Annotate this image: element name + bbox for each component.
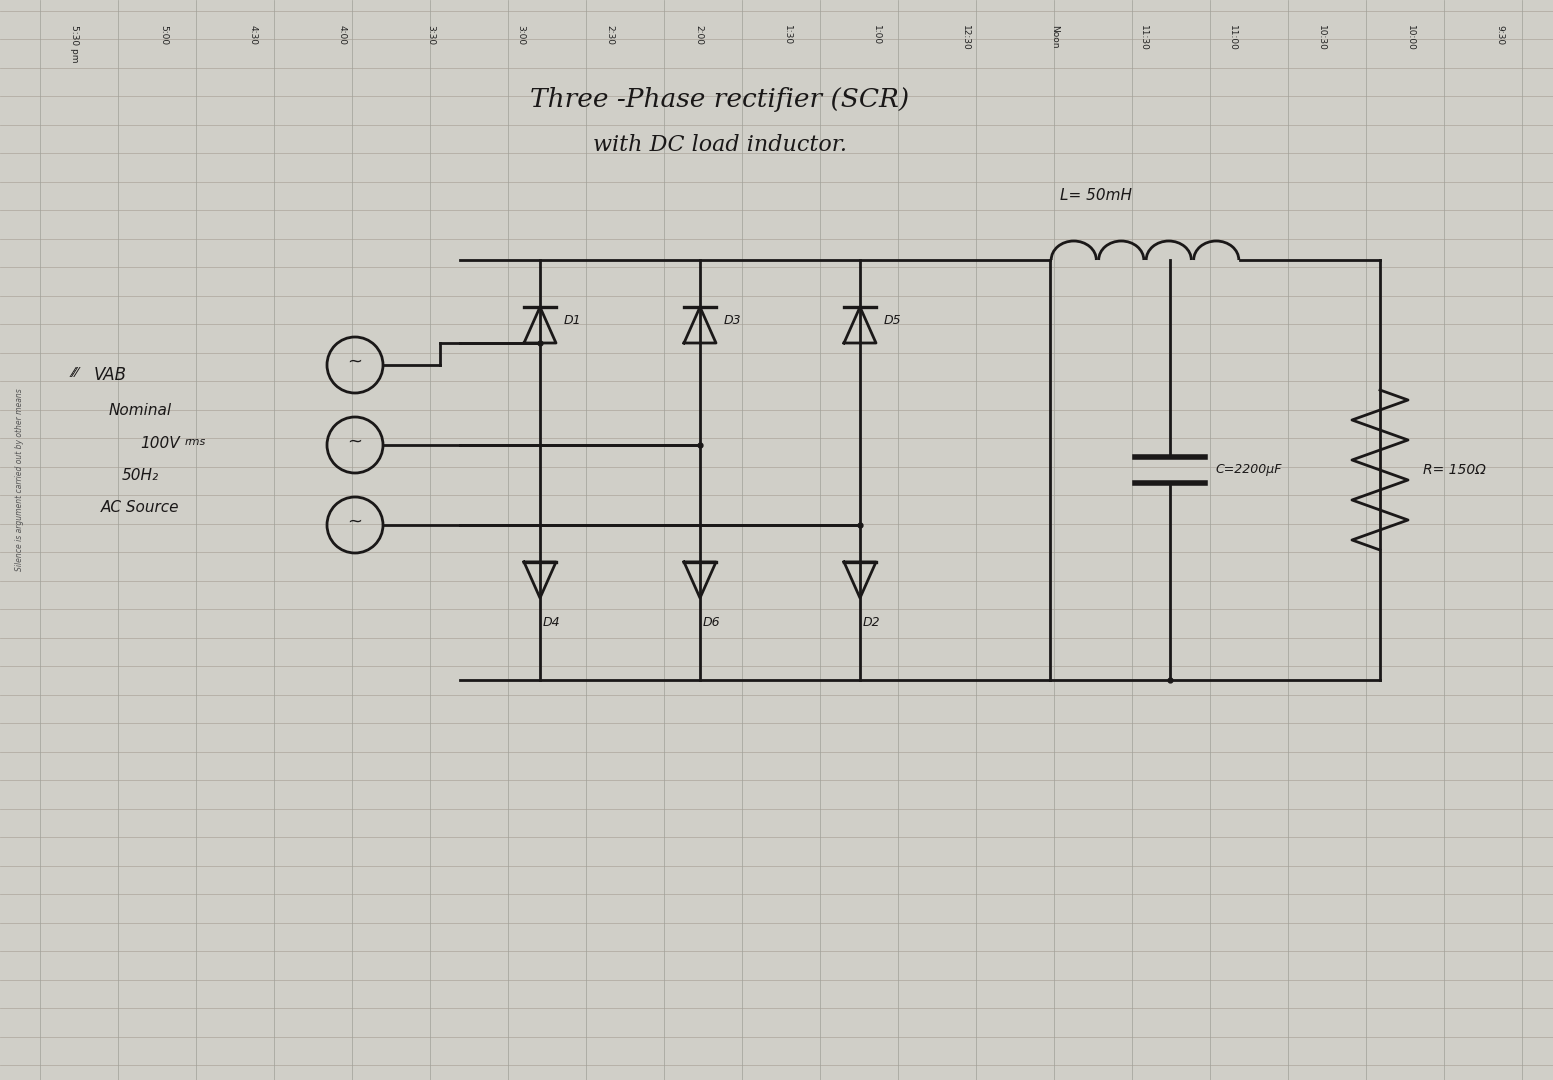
Text: Three -Phase rectifier (SCR): Three -Phase rectifier (SCR) <box>531 87 910 112</box>
Text: Silence is argument carried out by other means: Silence is argument carried out by other… <box>16 389 25 571</box>
Text: 4:00: 4:00 <box>337 25 346 45</box>
Text: VAB: VAB <box>93 366 126 384</box>
Text: rms: rms <box>185 437 207 447</box>
Text: 12:30: 12:30 <box>961 25 971 51</box>
Text: D5: D5 <box>884 313 902 326</box>
Text: 1:30: 1:30 <box>783 25 792 45</box>
Text: 10:30: 10:30 <box>1317 25 1326 51</box>
Text: 11:00: 11:00 <box>1228 25 1238 51</box>
Text: AC Source: AC Source <box>101 500 179 515</box>
Text: Nominal: Nominal <box>109 403 171 418</box>
Text: 50H₂: 50H₂ <box>121 468 158 483</box>
Text: 4:30: 4:30 <box>248 25 258 45</box>
Text: 2:00: 2:00 <box>694 25 704 45</box>
Text: 3:00: 3:00 <box>516 25 525 45</box>
Text: D3: D3 <box>724 313 742 326</box>
Text: 5:30 pm: 5:30 pm <box>70 25 79 63</box>
Text: 11:30: 11:30 <box>1140 25 1148 51</box>
Text: D2: D2 <box>863 616 881 629</box>
Text: 100V: 100V <box>140 436 180 451</box>
Text: ⁄⁄⁄: ⁄⁄⁄ <box>71 366 79 380</box>
Text: R= 150Ω: R= 150Ω <box>1423 463 1486 477</box>
Text: 1:00: 1:00 <box>873 25 881 45</box>
Text: 9:30: 9:30 <box>1496 25 1505 45</box>
Text: D6: D6 <box>704 616 721 629</box>
Text: with DC load inductor.: with DC load inductor. <box>593 134 846 156</box>
Text: Noon: Noon <box>1050 25 1059 49</box>
Text: 2:30: 2:30 <box>604 25 613 45</box>
Text: ~: ~ <box>348 513 362 531</box>
Text: 3:30: 3:30 <box>427 25 436 45</box>
Text: L= 50mH: L= 50mH <box>1061 188 1132 203</box>
Text: D4: D4 <box>544 616 561 629</box>
Text: 10:00: 10:00 <box>1407 25 1415 51</box>
Text: ~: ~ <box>348 433 362 451</box>
Text: D1: D1 <box>564 313 582 326</box>
Text: C=2200μF: C=2200μF <box>1214 463 1281 476</box>
Text: ~: ~ <box>348 353 362 372</box>
Text: 5:00: 5:00 <box>160 25 169 45</box>
